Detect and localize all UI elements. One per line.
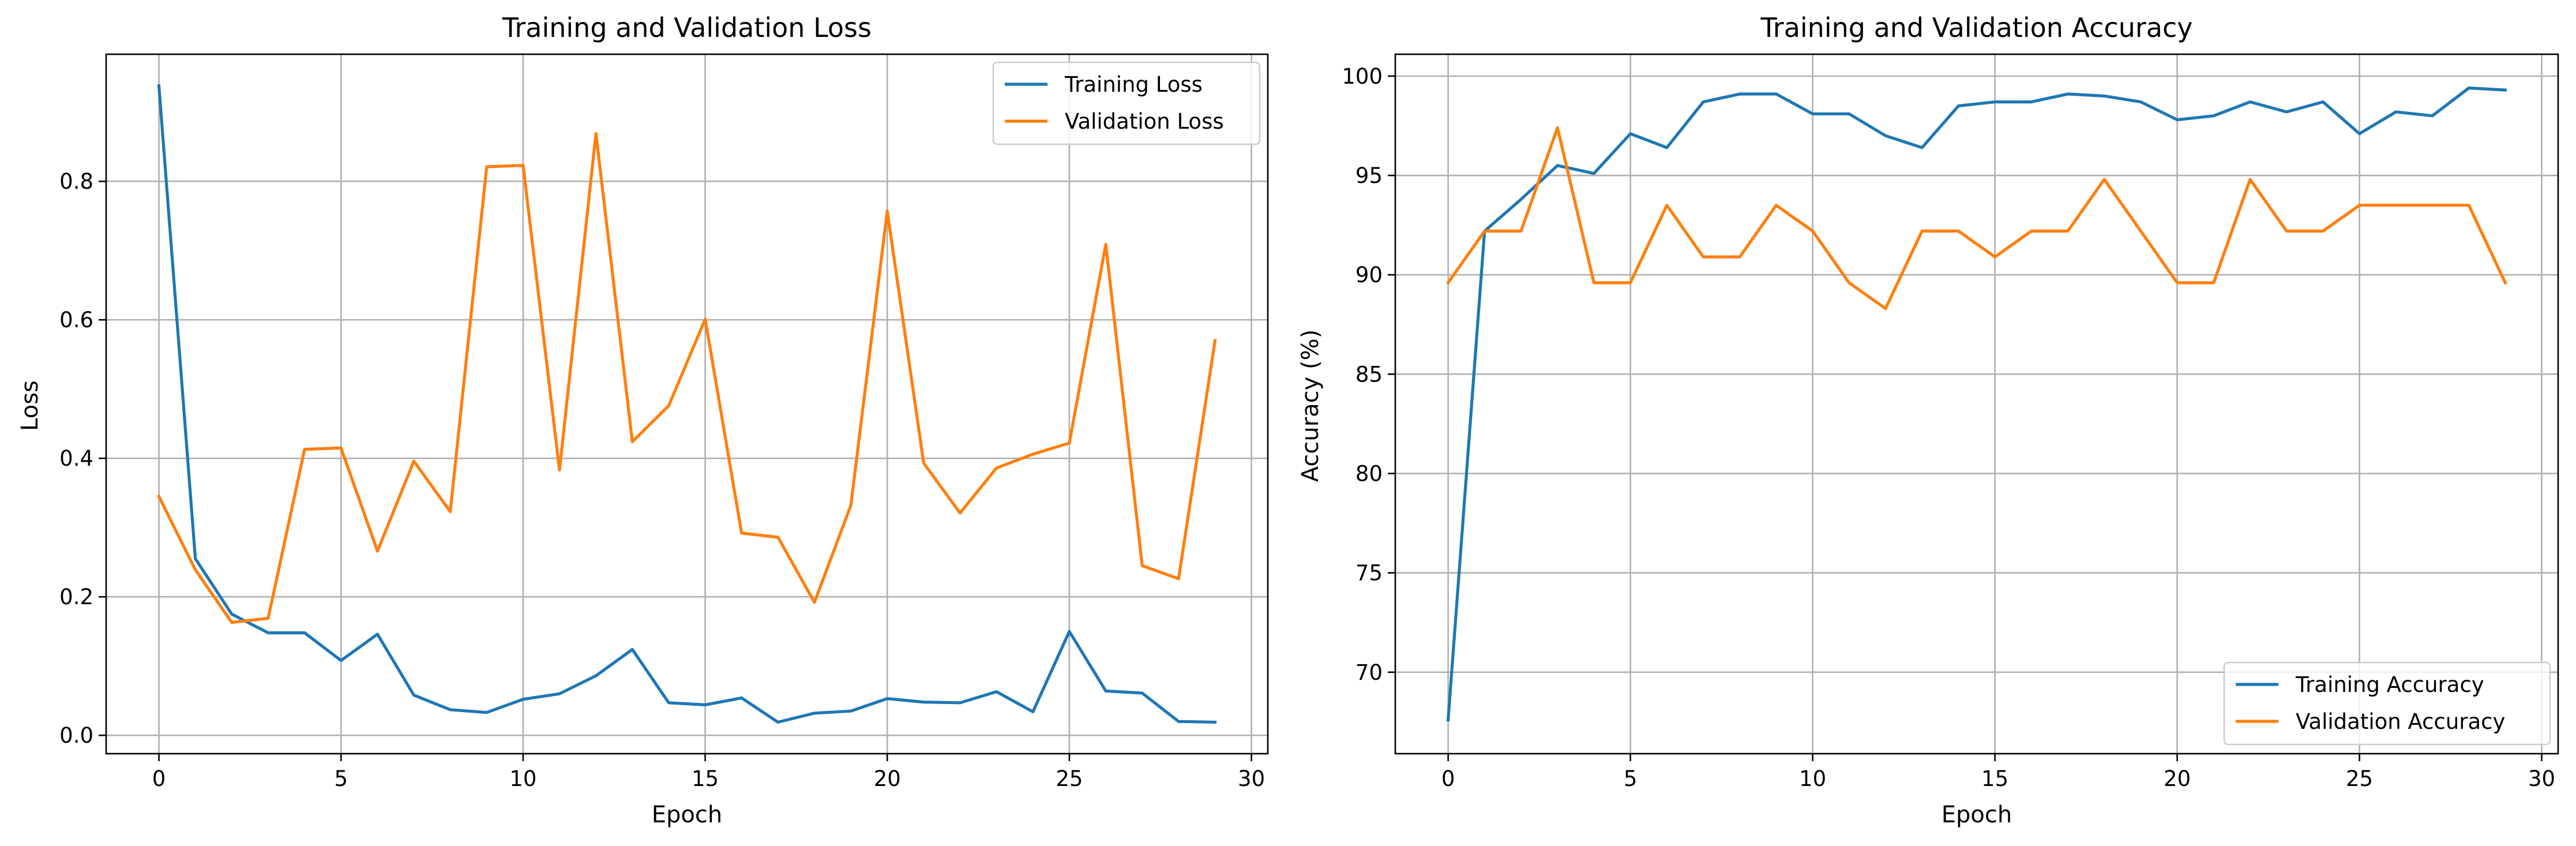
accuracy-chart-series-training-accuracy [1446,86,2507,722]
accuracy-chart-legend-label: Training Accuracy [2295,672,2484,697]
loss-chart-y-tick-label: 0.0 [59,723,93,748]
loss-chart-x-tick-label: 25 [1056,766,1083,791]
accuracy-chart-x-axis-label: Epoch [1942,802,2012,828]
loss-chart-y-axis-label: Loss [17,380,43,431]
accuracy-chart-series [1445,86,2507,722]
accuracy-chart-series-validation-accuracy [1445,126,2507,310]
loss-chart-y-tick-label: 0.4 [59,446,93,471]
loss-chart-y-tick-label: 0.6 [59,308,93,332]
loss-chart-x-tick-label: 10 [509,766,536,791]
accuracy-chart-y-tick-label: 100 [1342,64,1383,89]
loss-chart-x-tick-label: 30 [1238,766,1265,791]
accuracy-chart-y-tick-label: 85 [1355,362,1383,387]
accuracy-chart-y-tick-label: 90 [1355,263,1383,287]
loss-chart-series [157,84,1217,724]
loss-chart-series-validation-loss [157,132,1217,624]
accuracy-chart-x-tick-label: 0 [1441,766,1455,791]
accuracy-chart-x-tick-label: 5 [1624,766,1638,791]
loss-chart-legend-box [992,61,1261,145]
accuracy-chart-legend-box [2223,661,2551,746]
loss-chart-x-tick-label: 5 [334,766,348,791]
loss-chart-series-training-loss [157,84,1217,724]
accuracy-chart-x-tick-label: 10 [1799,766,1826,791]
accuracy-chart-legend-label: Validation Accuracy [2296,709,2505,734]
loss-chart-y-tick-label: 0.2 [59,585,93,609]
loss-chart-x-tick-label: 15 [692,766,719,791]
accuracy-chart-legend: Training Accuracy Validation Accuracy [2223,661,2551,746]
loss-chart-legend-label: Training Loss [1064,72,1203,97]
accuracy-chart-x-tick-label: 15 [1981,766,2008,791]
accuracy-chart-y-tick-label: 75 [1355,561,1383,586]
accuracy-chart-x-tick-label: 20 [2164,766,2191,791]
loss-chart-x-axis-label: Epoch [652,802,722,828]
loss-chart-y-tick-label: 0.8 [59,169,93,194]
accuracy-chart-title: Training and Validation Accuracy [1760,12,2192,43]
loss-chart-x-tick-label: 20 [874,766,901,791]
loss-chart-legend-label: Validation Loss [1065,109,1224,134]
accuracy-chart-ticks: 0 5 10 15 20 25 30 70 75 80 85 90 95 100 [1342,64,2555,791]
accuracy-chart-x-tick-label: 30 [2528,766,2555,791]
accuracy-chart: Training and Validation Accuracy Epoch A… [1297,12,2559,828]
loss-chart-plot-frame [105,53,1269,755]
loss-chart: Training and Validation Loss Epoch Loss … [17,12,1269,828]
accuracy-chart-y-tick-label: 95 [1355,163,1383,188]
accuracy-chart-y-tick-label: 70 [1355,660,1383,685]
loss-chart-x-tick-label: 0 [152,766,166,791]
accuracy-chart-y-tick-label: 80 [1355,462,1383,486]
loss-chart-title: Training and Validation Loss [502,12,872,43]
loss-chart-legend: Training Loss Validation Loss [992,61,1261,145]
accuracy-chart-plot-frame [1394,53,2559,755]
loss-chart-ticks: 0 5 10 15 20 25 30 0.0 0.2 0.4 0.6 0.8 [59,169,1265,791]
accuracy-chart-x-tick-label: 25 [2346,766,2373,791]
accuracy-chart-y-axis-label: Accuracy (%) [1297,330,1324,482]
